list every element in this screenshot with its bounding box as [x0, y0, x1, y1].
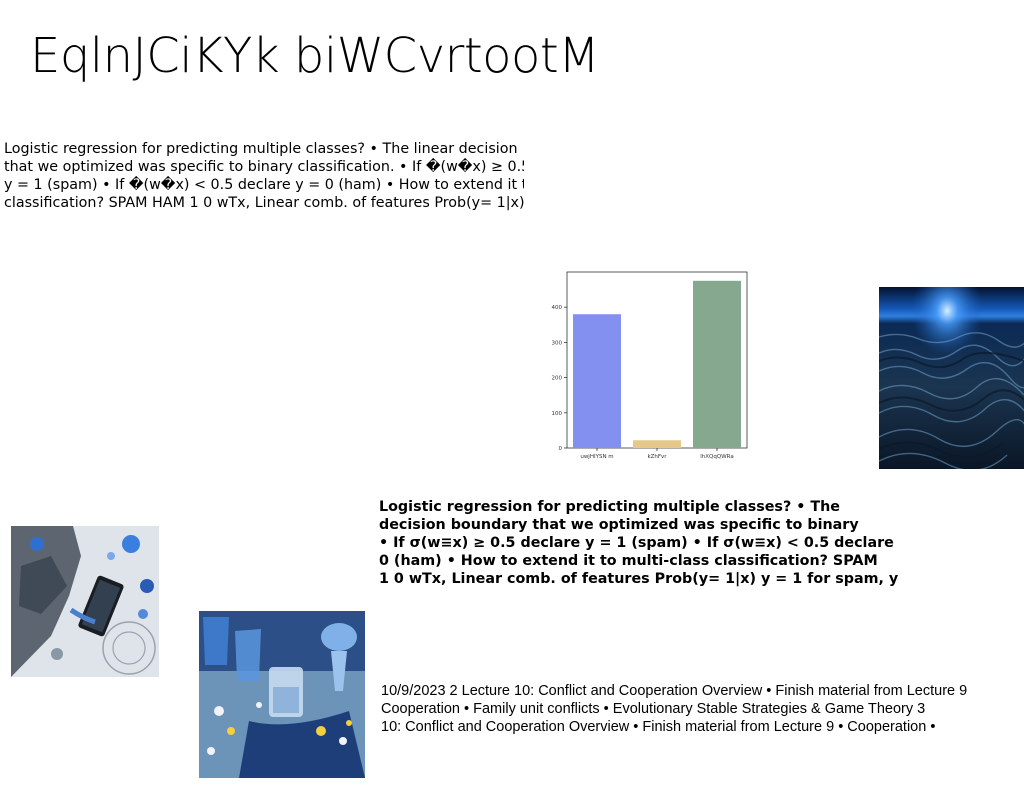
text-line: 10: Conflict and Cooperation Overview • …: [381, 719, 936, 735]
bar-chart: 0 100 200 300 400 uwjHIYSN m kZhFvr lhXQqQWRa: [552, 271, 748, 460]
text-block-lecture-overview: 10/9/2023 2 Lecture 10: Conflict and Coo…: [381, 682, 1021, 736]
x-tick-label: kZhFvr: [647, 454, 667, 460]
y-tick-label: 100: [552, 411, 563, 417]
text-line: Logistic regression for predicting multi…: [379, 499, 840, 515]
text-line: that we optimized was specific to binary…: [4, 159, 524, 175]
y-tick-label: 300: [552, 340, 563, 346]
text-line: Cooperation • Family unit conflicts • Ev…: [381, 701, 926, 717]
x-tick-label: uwjHIYSN m: [580, 454, 613, 460]
text-block-logistic-regression-bold: Logistic regression for predicting multi…: [379, 498, 899, 588]
bar: [693, 280, 741, 448]
y-tick-label: 200: [552, 376, 563, 382]
text-line: y = 1 (spam) • If �(w�x) < 0.5 declare y…: [4, 177, 524, 193]
text-block-logistic-regression: Logistic regression for predicting multi…: [4, 140, 524, 212]
bar: [633, 440, 681, 448]
text-line: 10/9/2023 2 Lecture 10: Conflict and Coo…: [381, 683, 968, 699]
ocean-photo: [879, 287, 1024, 469]
x-tick-label: lhXQqQWRa: [700, 454, 733, 460]
y-tick-label: 0: [559, 446, 563, 452]
text-line: 1 0 wTx, Linear comb. of features Prob(y…: [379, 571, 899, 587]
text-line: 0 (ham) • How to extend it to multi-clas…: [379, 553, 878, 569]
y-tick-label: 400: [552, 305, 563, 311]
text-line: • If σ(w≡x) ≥ 0.5 declare y = 1 (spam) •…: [379, 535, 899, 551]
text-line: Logistic regression for predicting multi…: [4, 141, 518, 157]
lab-tablet-photo: [11, 526, 159, 677]
bar: [573, 314, 621, 448]
text-line: decision boundary that we optimized was …: [379, 517, 859, 533]
slide-title: EqlnJCiKYk biWCvrtootM: [30, 28, 600, 84]
lab-glassware-photo: [199, 611, 365, 778]
text-line: classification? SPAM HAM 1 0 wTx, Linear…: [4, 195, 524, 211]
